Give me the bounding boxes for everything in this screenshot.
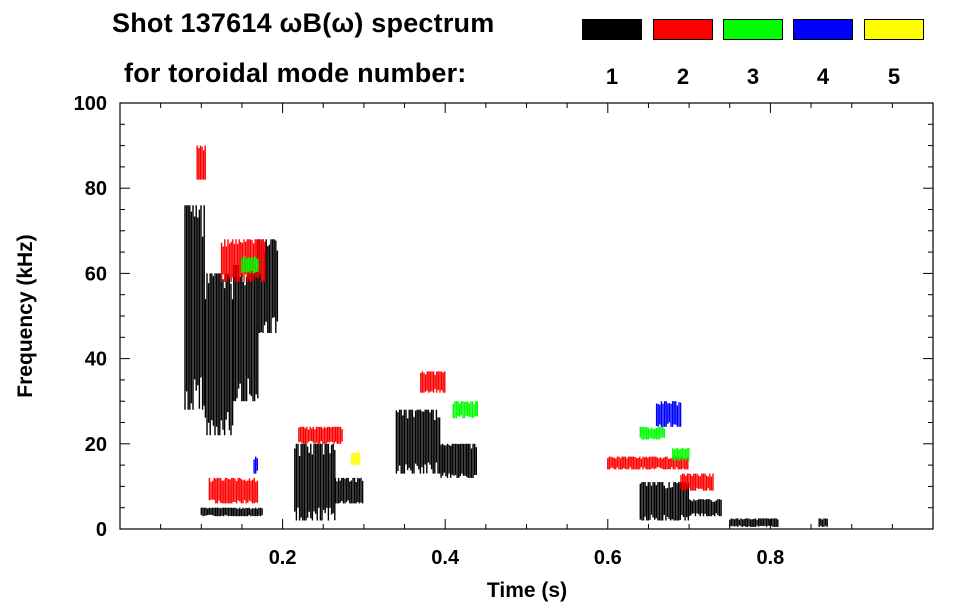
y-tick-label: 0: [96, 519, 107, 541]
legend-swatch-n1: [582, 19, 642, 40]
legend-label-n5: 5: [887, 64, 901, 89]
y-tick-label: 60: [85, 263, 107, 285]
spectrum-region-n2: [298, 426, 343, 444]
y-tick-label: 80: [85, 178, 107, 200]
legend-swatch-n4: [793, 19, 853, 40]
spectrum-region-n4: [253, 456, 258, 474]
legend-swatch-n5: [864, 19, 924, 40]
spectrum-region-n2: [220, 239, 266, 282]
spectrum-region-n2: [208, 477, 259, 504]
spectrum-region-n1: [184, 205, 205, 410]
legend-label-n2: 2: [676, 64, 690, 89]
spectrum-region-n5: [351, 452, 361, 466]
spectrum-region-n2: [607, 456, 689, 470]
spectrum-region-n2: [680, 473, 714, 491]
spectrum-region-n3: [241, 256, 259, 274]
spectrum-region-n1: [233, 264, 259, 402]
spectrum-region-n3: [452, 401, 478, 419]
x-tick-label: 0.8: [756, 547, 784, 569]
spectrum-region-n3: [672, 448, 690, 461]
axis-ticks: [120, 103, 933, 529]
spectrum-data: [184, 145, 828, 527]
x-tick-label: 0.6: [594, 547, 622, 569]
spectrum-region-n1: [200, 507, 263, 517]
spectrum-region-n1: [257, 239, 279, 333]
y-tick-label: 20: [85, 434, 107, 456]
spectrum-region-n1: [688, 499, 722, 517]
x-axis-title: Time (s): [487, 579, 567, 602]
x-tick-label: 0.2: [269, 547, 297, 569]
chart-title-line1: Shot 137614 ωB(ω) spectrum: [112, 8, 495, 38]
spectrum-region-n1: [204, 273, 234, 436]
spectrum-region-n1: [729, 518, 779, 527]
spectrum-region-n1: [334, 477, 364, 504]
legend-label-n3: 3: [746, 64, 760, 89]
legend-label-n4: 4: [816, 64, 830, 89]
spectrum-region-n1: [294, 443, 336, 521]
axis-tick-labels: 0.2 0.4 0.6 0.8 0 20 40 60 80 100: [74, 93, 785, 569]
legend-label-n1: 1: [605, 64, 619, 89]
y-tick-label: 40: [85, 349, 107, 371]
chart-title-line2: for toroidal mode number:: [124, 58, 467, 88]
y-tick-label: 100: [74, 93, 107, 115]
spectrum-region-n1: [395, 409, 441, 474]
spectrum-region-n2: [196, 145, 206, 180]
y-axis-title: Frequency (kHz): [14, 234, 37, 397]
legend-swatch-n3: [723, 19, 783, 40]
legend-swatch-n2: [653, 19, 713, 40]
x-tick-label: 0.4: [431, 547, 460, 569]
spectrum-region-n3: [639, 426, 665, 440]
spectrum-region-n4: [655, 401, 682, 427]
spectrum-region-n2: [420, 371, 446, 393]
spectrum-region-n1: [440, 443, 477, 478]
spectrum-region-n1: [639, 482, 689, 521]
spectrum-region-n1: [818, 518, 828, 527]
